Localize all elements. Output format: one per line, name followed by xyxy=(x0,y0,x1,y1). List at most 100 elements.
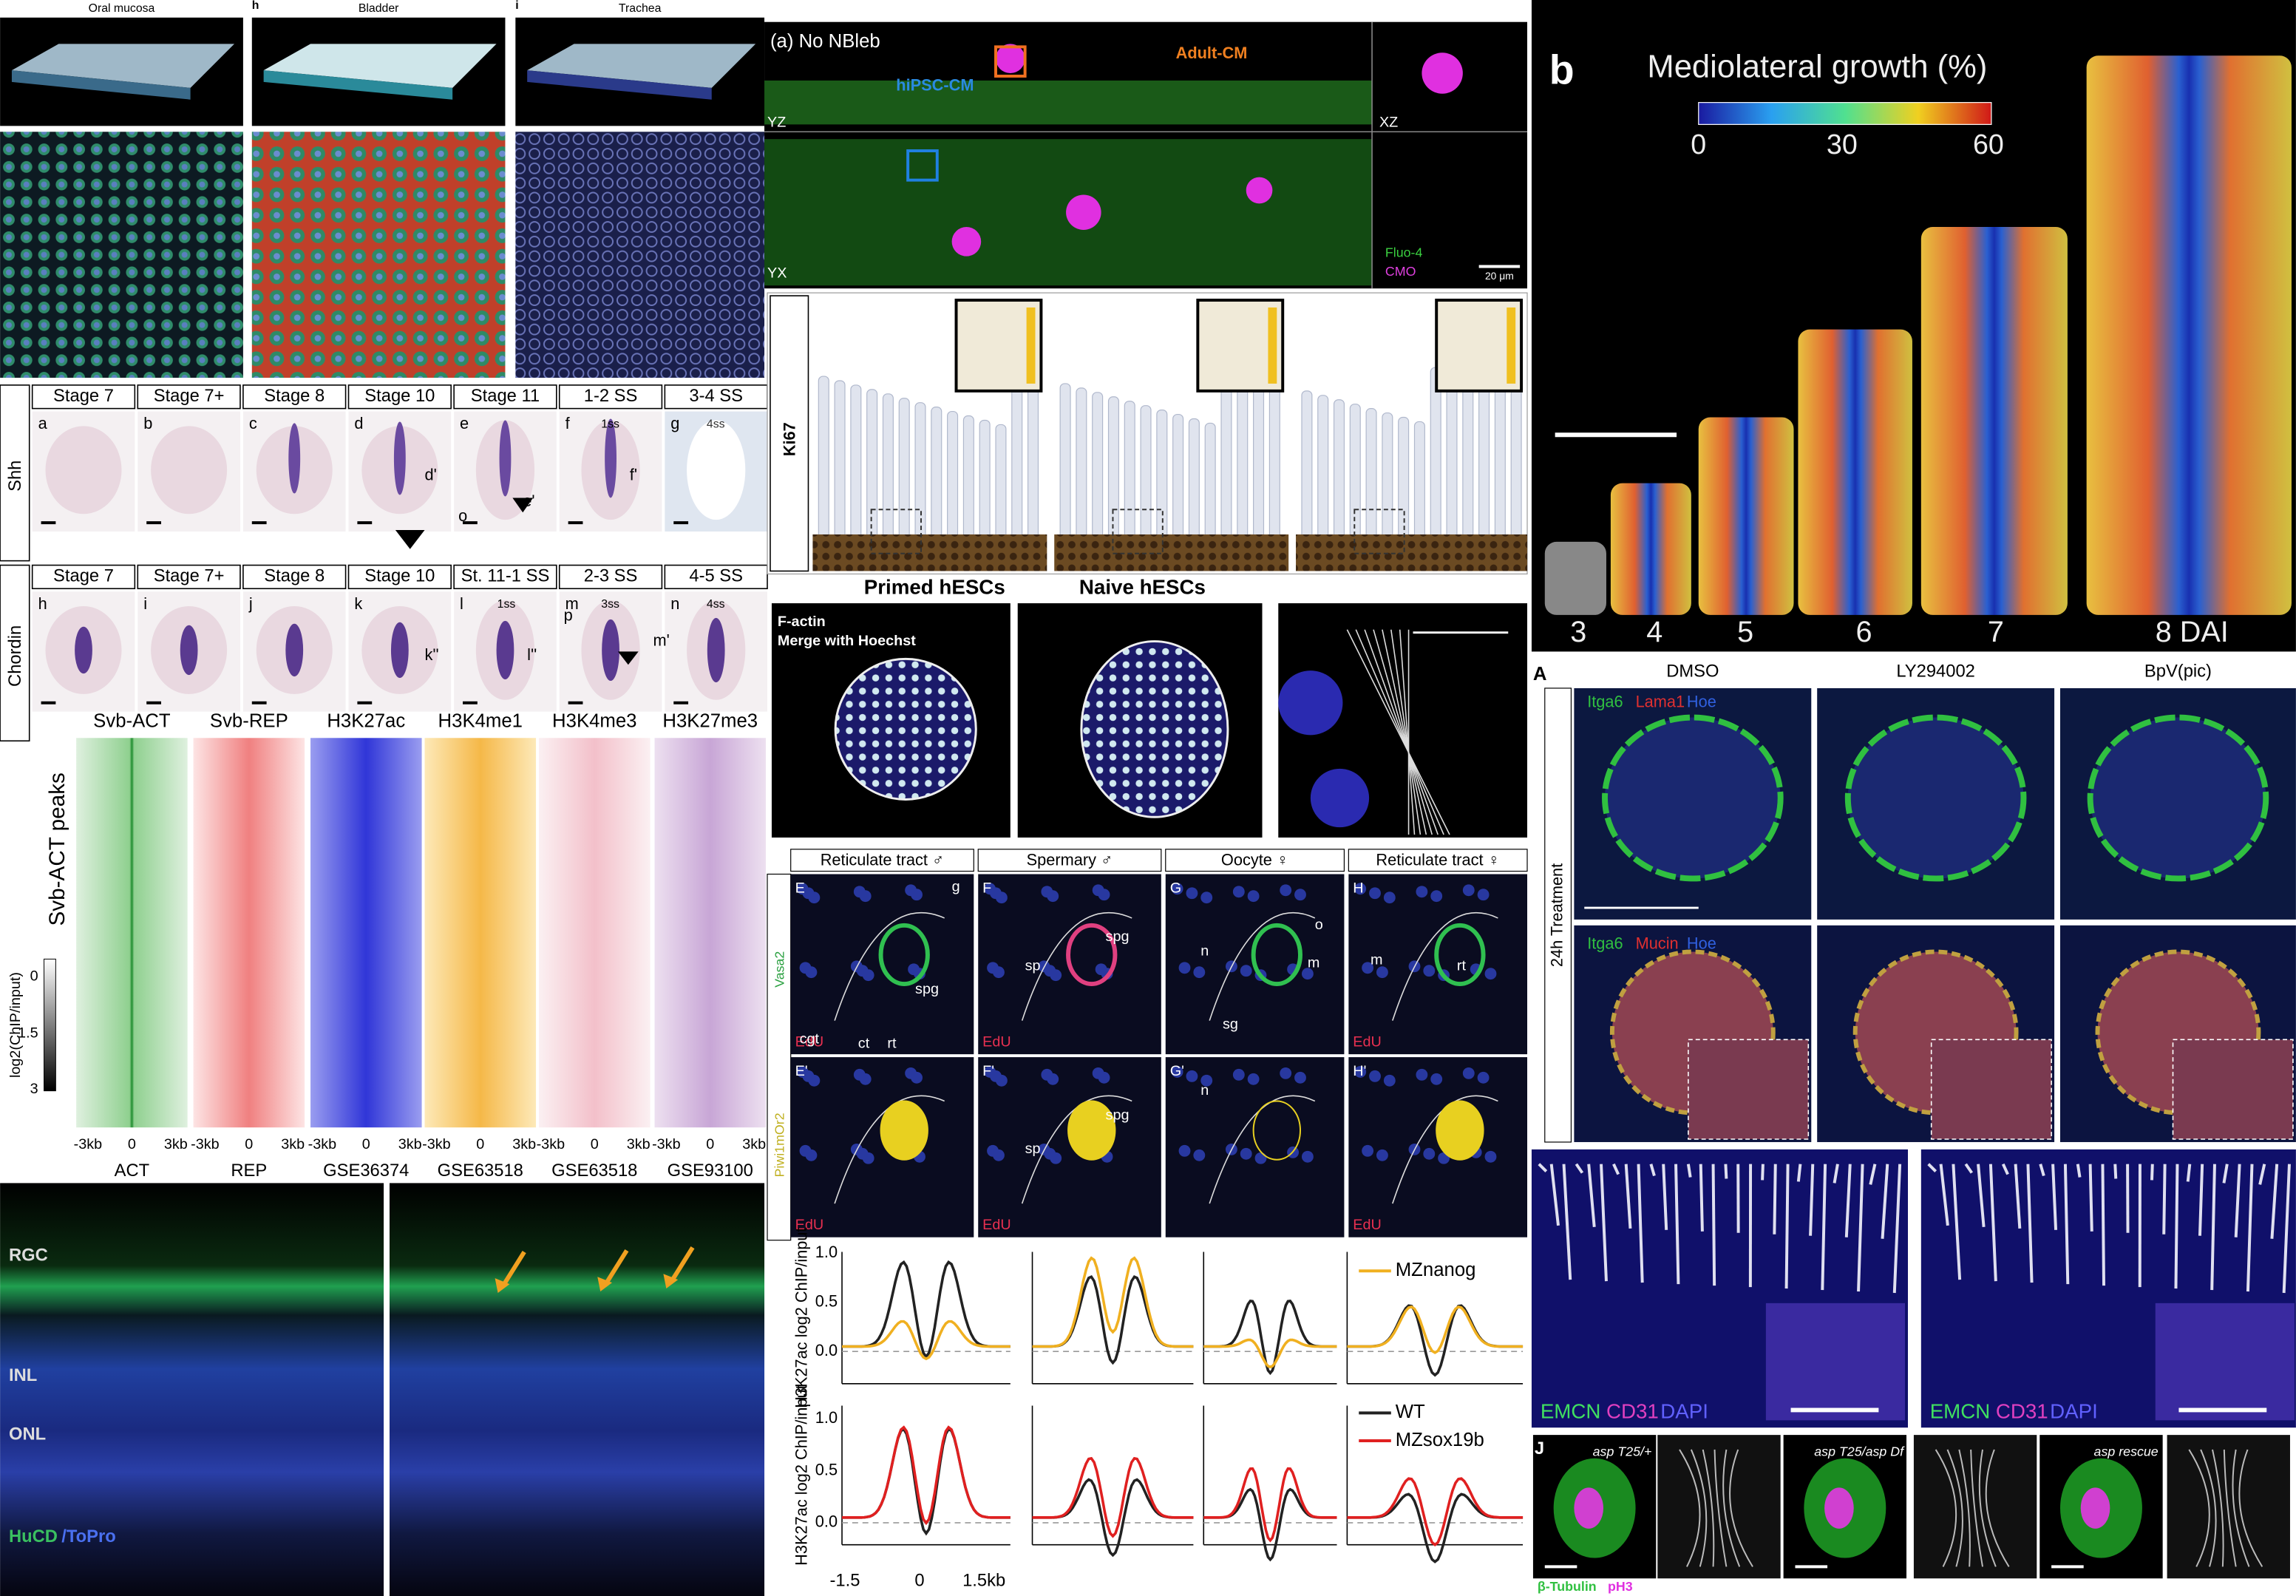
roi-box xyxy=(870,509,922,554)
nucleus xyxy=(1178,962,1191,974)
growth-organ xyxy=(1544,541,1606,615)
colorbar-tick: 0 xyxy=(30,968,38,984)
nucleus xyxy=(1477,889,1490,901)
annotation: sp xyxy=(1025,958,1041,974)
stain xyxy=(75,626,92,674)
stain-label: EdU xyxy=(795,1034,824,1050)
stain-label: Vasa2 xyxy=(772,951,787,988)
growth-organ xyxy=(2086,55,2292,615)
arrow xyxy=(602,1249,629,1287)
stain-label: pH3 xyxy=(1608,1579,1633,1594)
dye-label: Fluo-4 xyxy=(1385,245,1423,259)
panel-letter: g xyxy=(670,414,679,432)
fiber xyxy=(1364,629,1439,835)
nucleus xyxy=(1462,1067,1475,1079)
stage-header xyxy=(31,384,136,410)
condition-label: DMSO xyxy=(1666,661,1719,681)
nucleus xyxy=(1294,1071,1306,1084)
stage-header xyxy=(31,564,136,590)
x-tick-label: 0 xyxy=(706,1136,714,1152)
nucleus xyxy=(1186,887,1198,900)
vessel xyxy=(1612,1163,1620,1175)
nucleus xyxy=(1369,1070,1381,1082)
nucleus xyxy=(1280,884,1292,897)
villus xyxy=(1382,412,1393,543)
vessel xyxy=(1724,1164,1728,1179)
vessel xyxy=(1649,1164,1656,1177)
germ-image xyxy=(978,1057,1161,1237)
vessel xyxy=(2076,1164,2082,1178)
spindle-fiber xyxy=(1679,1449,1701,1567)
fiber xyxy=(1373,629,1433,835)
outline xyxy=(1021,911,1132,1021)
panel-letter: E' xyxy=(795,1063,808,1079)
condition-label: BpV(pic) xyxy=(2144,661,2212,681)
gene-label: Shh xyxy=(5,461,25,492)
vessel xyxy=(1549,1164,1560,1226)
annotation: m xyxy=(1371,952,1383,968)
chromosomes xyxy=(1574,1487,1604,1529)
stain-label: Ki67 xyxy=(780,422,798,456)
nucleus xyxy=(1247,890,1260,903)
vessel xyxy=(1761,1164,1765,1181)
vessel xyxy=(1892,1164,1902,1294)
column-header xyxy=(790,849,974,872)
micrograph xyxy=(515,132,765,378)
arrowhead xyxy=(395,530,425,549)
annotation: m xyxy=(1308,955,1320,971)
wt-curve xyxy=(1203,1299,1337,1376)
stain-label: DAPI xyxy=(2050,1400,2098,1423)
micrograph xyxy=(251,132,506,378)
nucleus xyxy=(1232,1068,1245,1081)
heatmap-title: H3K4me3 xyxy=(552,710,636,731)
vessel xyxy=(2026,1164,2034,1283)
section-mark: d' xyxy=(425,465,437,483)
side-frame xyxy=(1544,687,1572,1143)
nucleus xyxy=(808,892,821,904)
growth-organ xyxy=(1698,417,1794,615)
stage-header xyxy=(453,384,557,410)
villus xyxy=(1027,374,1039,543)
villus xyxy=(834,380,846,543)
vessel xyxy=(2039,1164,2045,1177)
nucleus xyxy=(1247,1073,1260,1085)
nucleus xyxy=(1050,1152,1062,1164)
nucleus xyxy=(911,1071,923,1084)
arrowhead xyxy=(597,1277,613,1292)
organoid xyxy=(2087,714,2269,882)
villus xyxy=(995,424,1007,543)
stage-label: Stage 7 xyxy=(53,386,114,406)
y-tick-label: 1.0 xyxy=(815,1408,838,1427)
vessel xyxy=(2246,1164,2254,1292)
stain-label: Itga6 xyxy=(1587,934,1623,952)
stain-label: Itga6 xyxy=(1587,693,1623,711)
x-tick-label: -3kb xyxy=(191,1136,220,1152)
fiber xyxy=(1346,629,1450,835)
signal xyxy=(1252,1100,1301,1161)
spindle-fiber xyxy=(2200,1449,2217,1567)
annotation: spg xyxy=(1106,1107,1130,1124)
stage-header xyxy=(137,384,241,410)
nucleus xyxy=(1376,1149,1388,1161)
section-mark: l'' xyxy=(527,645,537,664)
vessel xyxy=(2210,1164,2216,1291)
section-mark: k'' xyxy=(425,645,439,664)
side-frame xyxy=(767,873,792,1241)
x-tick-label: -3kb xyxy=(74,1136,103,1152)
vessel xyxy=(1674,1164,1680,1285)
heatmap-title: H3K27ac xyxy=(327,710,405,731)
vessel xyxy=(1844,1164,1852,1237)
chromosomes xyxy=(1824,1487,1854,1529)
roi-box xyxy=(994,45,1027,78)
signal xyxy=(1436,1100,1484,1161)
annotation: rt xyxy=(887,1035,897,1051)
stain-label: EdU xyxy=(982,1217,1011,1233)
heatmap-source: GSE36374 xyxy=(323,1161,409,1181)
mutant-curve xyxy=(1203,1467,1337,1543)
stage-header xyxy=(347,564,452,590)
villus xyxy=(882,393,894,543)
nucleus xyxy=(1383,1074,1396,1087)
micrograph xyxy=(0,132,243,378)
nucleus xyxy=(1362,1144,1374,1157)
